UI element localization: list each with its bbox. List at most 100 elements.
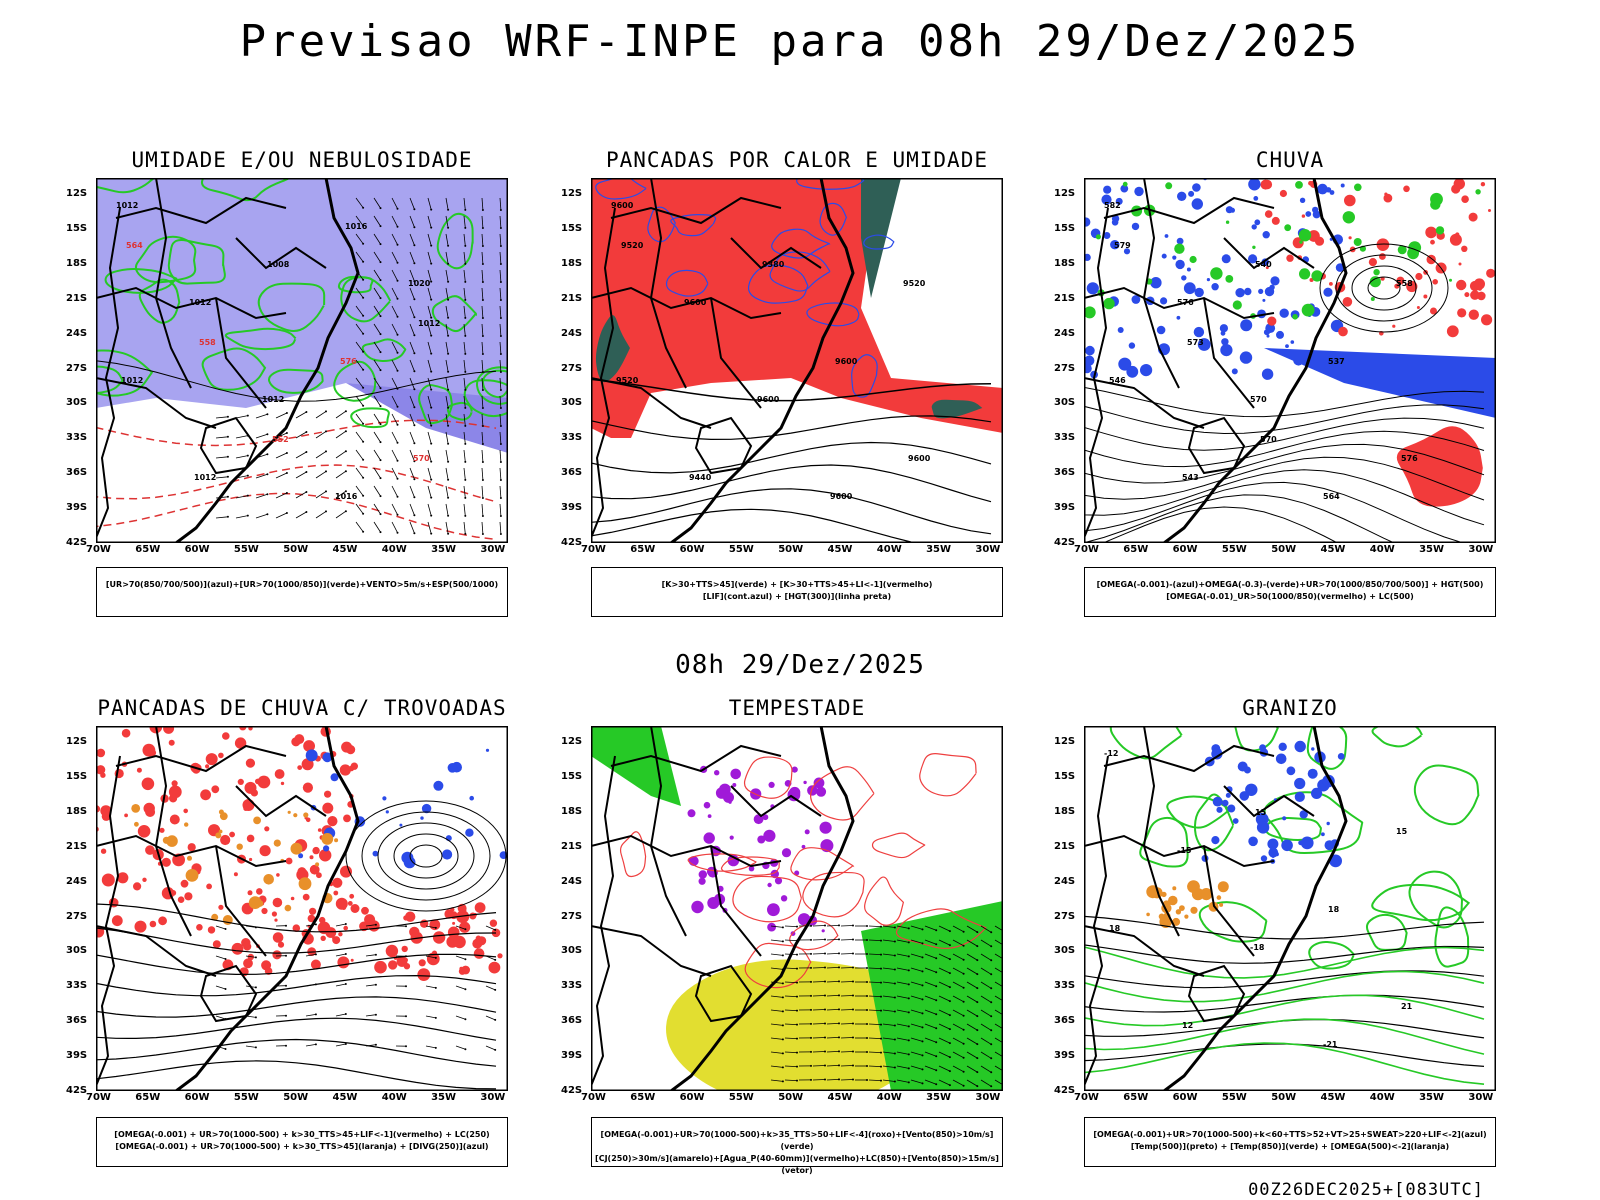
- temp850-contour: [1413, 764, 1480, 826]
- wind-vector: [362, 278, 365, 281]
- rain-red-area: [1488, 209, 1491, 212]
- wind850-vector: [896, 1023, 909, 1027]
- country-border: [730, 237, 822, 270]
- wind-vector: [447, 370, 450, 373]
- wind850-vector: [866, 1023, 868, 1025]
- lc250-arrow: [464, 1018, 467, 1021]
- thunderstorm-area: [231, 942, 244, 955]
- temp850-contour: [1193, 793, 1236, 852]
- longitude-tick-label: 70W: [581, 1092, 606, 1103]
- wind-vector: [409, 269, 415, 282]
- wind-vector: [463, 269, 466, 282]
- hail-area: [1243, 766, 1251, 774]
- contour-label: 576: [1177, 298, 1194, 307]
- wind850-vector: [770, 953, 783, 956]
- wind-vector: [362, 260, 365, 263]
- wind850-vector: [935, 1083, 938, 1086]
- wind850-vector: [952, 967, 964, 975]
- contour-label: 9520: [621, 241, 644, 250]
- rain-omega-area: [1340, 183, 1345, 188]
- wind-vector: [463, 359, 466, 372]
- lc250-arrow: [215, 1015, 226, 1020]
- hgt500-contour: [1084, 417, 1485, 451]
- wind850-vector: [907, 927, 910, 930]
- thunderstorm-area: [364, 914, 376, 926]
- latitude-tick-label: 12S: [1054, 188, 1076, 199]
- wind850-vector: [924, 1079, 937, 1085]
- wind850-vector: [948, 1042, 951, 1045]
- wind-vector: [355, 449, 364, 460]
- wind850-vector: [921, 970, 924, 973]
- wind-vector: [391, 323, 398, 335]
- coastline: [175, 726, 360, 1091]
- thunderstorm-area: [302, 782, 313, 793]
- longitude-tick-label: 35W: [431, 544, 457, 555]
- wind-vector: [447, 226, 450, 229]
- wind850-vector: [935, 1027, 938, 1030]
- wind850-vector: [924, 925, 937, 931]
- wind-vector: [373, 305, 381, 317]
- wind-vector: [362, 242, 365, 245]
- wind-vector: [305, 511, 308, 513]
- wind850-vector: [948, 958, 951, 961]
- wind850-vector: [824, 1036, 826, 1039]
- wind850-vector: [840, 1065, 854, 1067]
- legend-line: [OMEGA(-0.001)+UR>70(1000-500)+k>35_TTS>…: [600, 1130, 994, 1151]
- wind-vector: [305, 451, 308, 453]
- hgt300-contour: [591, 415, 992, 441]
- wind850-vector: [952, 1037, 964, 1045]
- lc250-arrow: [494, 958, 497, 961]
- lc250-arrow: [224, 958, 227, 960]
- wind-vector: [355, 215, 364, 226]
- wind850-vector: [896, 1079, 909, 1083]
- thunderstorm-area: [401, 945, 408, 953]
- precipitable-water-contour: [871, 832, 926, 859]
- wind850-vector: [907, 1011, 910, 1014]
- wind-vector: [413, 442, 416, 445]
- rain-omega-area: [1265, 323, 1276, 333]
- wind-vector: [355, 413, 364, 424]
- thunderstorm-area: [237, 778, 244, 785]
- wind-vector: [481, 515, 484, 517]
- rain-omega-area: [1176, 315, 1181, 320]
- wind-vector: [305, 471, 308, 473]
- latitude-tick-label: 30S: [561, 945, 583, 957]
- thunderstorm-area: [333, 890, 339, 896]
- thunderstorm-area: [294, 734, 305, 745]
- wind850-vector: [812, 995, 826, 997]
- wind-vector: [481, 341, 484, 355]
- thunderstorm-area: [290, 896, 295, 901]
- wind850-vector: [994, 967, 1003, 974]
- thunderstorm-area: [374, 960, 387, 974]
- wind850-vector: [994, 1051, 1003, 1058]
- hgt500-contour: [1084, 481, 1466, 543]
- hail-area: [1337, 753, 1345, 760]
- wind850-vector: [770, 925, 783, 928]
- wind850-vector: [980, 1023, 992, 1031]
- storm-area: [698, 870, 707, 879]
- wind850-vector: [796, 981, 798, 984]
- wind850-vector: [866, 995, 868, 997]
- wind850-vector: [994, 1023, 1003, 1030]
- wind850-vector: [812, 981, 826, 983]
- wind-vector: [430, 298, 433, 301]
- wind850-vector: [907, 1053, 910, 1056]
- wind-vector: [447, 280, 450, 283]
- wind-vector: [355, 467, 364, 478]
- country-border: [96, 377, 217, 429]
- wind-vector: [499, 197, 502, 211]
- wind850-vector: [826, 925, 840, 927]
- lc250-streamline: [96, 953, 497, 976]
- wind-vector: [445, 287, 449, 300]
- wind850-vector: [907, 1039, 910, 1042]
- legend-line: [UR>70(850/700/500)](azul)+[UR>70(1000/8…: [105, 580, 499, 589]
- wind-vector: [355, 395, 364, 406]
- wind-vector: [463, 197, 466, 210]
- wind-vector: [464, 262, 467, 265]
- rain-red-area: [1383, 193, 1393, 203]
- wind850-vector: [812, 1023, 826, 1025]
- country-border: [1203, 297, 1255, 409]
- lc250-arrow: [425, 955, 436, 959]
- latitude-tick-label: 21S: [66, 292, 88, 304]
- wind-vector: [315, 491, 327, 499]
